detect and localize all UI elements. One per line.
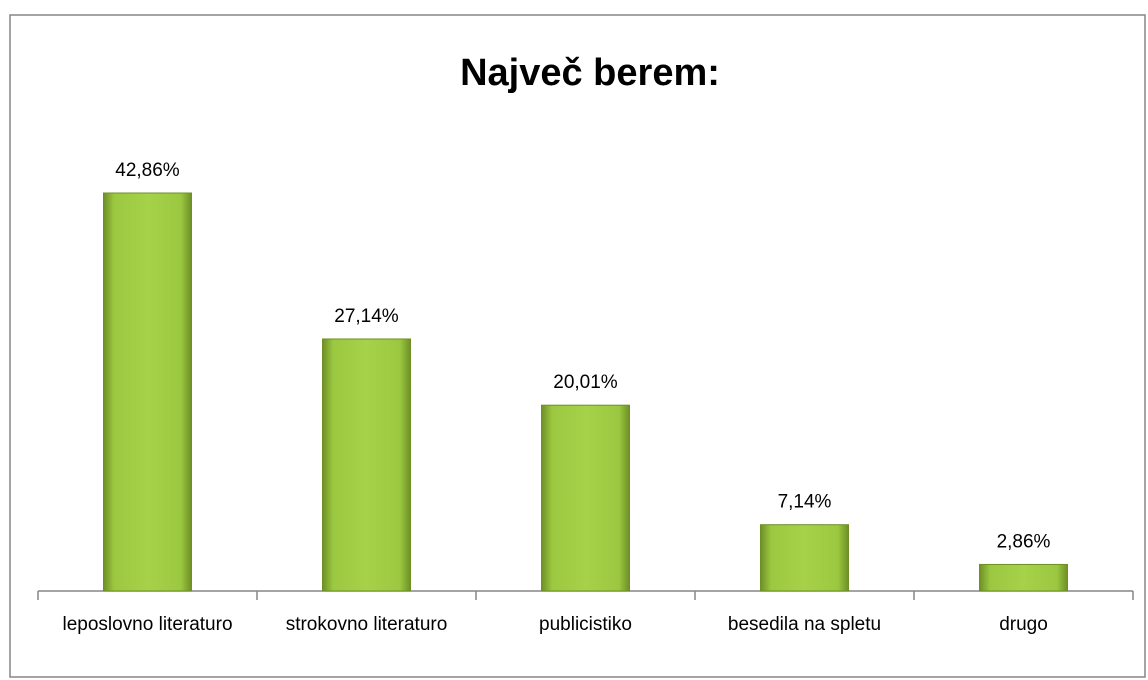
x-tick-label: strokovno literaturo bbox=[286, 614, 448, 635]
data-label: 42,86% bbox=[115, 160, 180, 181]
chart-title: Največ berem: bbox=[460, 52, 720, 94]
bar bbox=[979, 563, 1068, 592]
data-label: 27,14% bbox=[334, 306, 399, 327]
bar bbox=[760, 524, 849, 592]
data-label: 20,01% bbox=[553, 372, 618, 393]
bar bbox=[103, 192, 192, 592]
x-tick-label: leposlovno literaturo bbox=[62, 614, 232, 635]
bar bbox=[322, 338, 411, 592]
bar bbox=[541, 404, 630, 592]
x-tick-label: besedila na spletu bbox=[728, 614, 881, 635]
data-label: 2,86% bbox=[997, 531, 1051, 552]
x-tick-label: publicistiko bbox=[539, 614, 632, 635]
data-label: 7,14% bbox=[778, 492, 832, 513]
x-tick-label: drugo bbox=[999, 614, 1048, 635]
